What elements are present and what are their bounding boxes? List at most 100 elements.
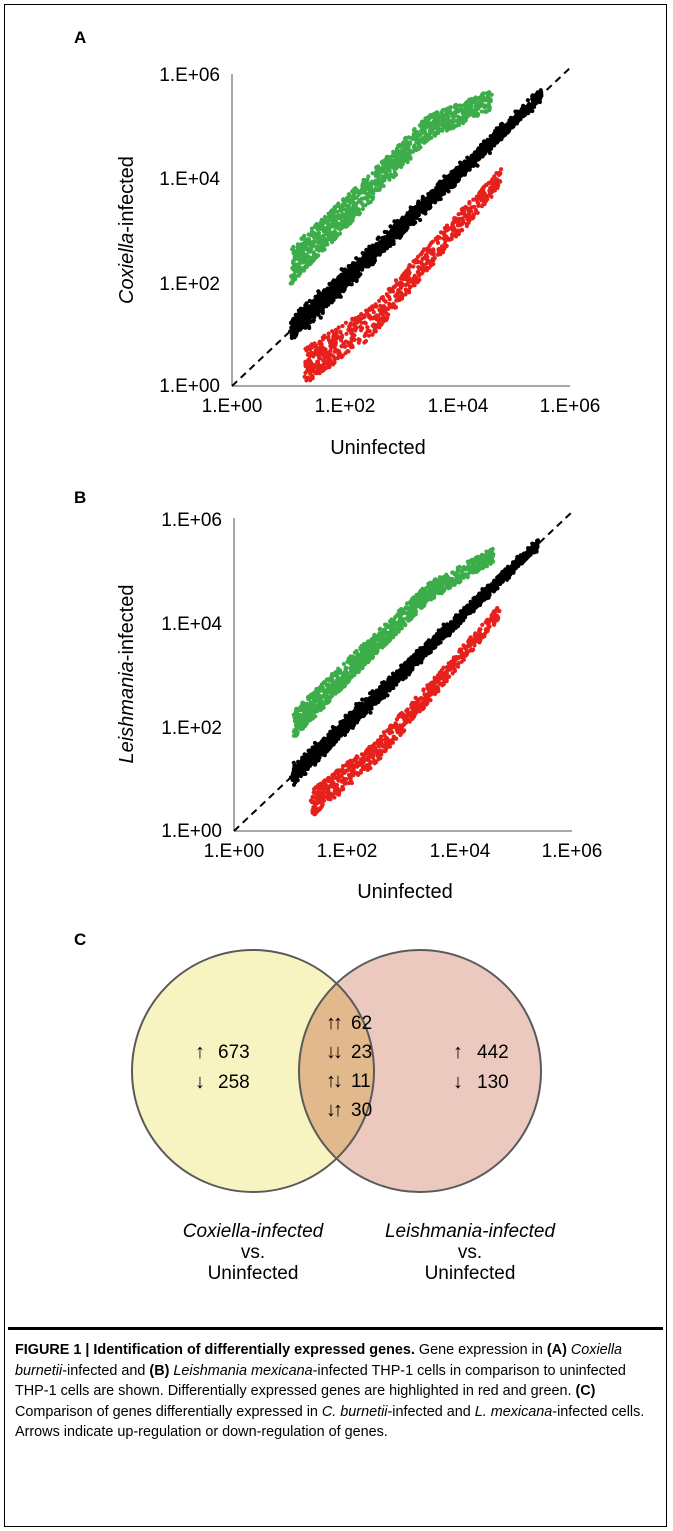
data-point <box>387 297 392 302</box>
x-tick-label: 1.E+00 <box>202 396 263 417</box>
y-tick-label: 1.E+00 <box>159 376 220 397</box>
data-point <box>476 102 481 107</box>
data-point <box>407 270 412 275</box>
data-point <box>377 298 382 303</box>
data-point <box>428 263 433 268</box>
data-point <box>309 342 314 347</box>
data-point <box>345 211 350 216</box>
data-point <box>333 225 338 230</box>
data-point <box>318 356 323 361</box>
data-point <box>484 195 489 200</box>
data-point <box>317 236 322 241</box>
data-point <box>397 154 402 159</box>
data-point <box>349 336 354 341</box>
data-point <box>435 123 440 128</box>
data-point <box>467 218 472 223</box>
data-point <box>444 128 449 133</box>
data-point <box>487 188 492 193</box>
data-point <box>460 206 465 211</box>
data-point <box>415 130 420 135</box>
data-point <box>317 341 322 346</box>
data-point <box>292 255 297 260</box>
data-point <box>306 351 311 356</box>
data-point <box>417 277 422 282</box>
data-point <box>462 118 468 123</box>
data-point <box>359 196 364 201</box>
data-point <box>402 218 407 223</box>
data-point <box>291 259 296 264</box>
identity-line <box>231 67 571 387</box>
data-point <box>412 283 417 288</box>
data-point <box>306 232 311 237</box>
data-point <box>440 127 445 132</box>
data-point <box>429 121 434 126</box>
data-point <box>466 166 471 171</box>
data-point <box>413 258 418 263</box>
data-point <box>372 315 377 320</box>
data-point <box>373 170 378 175</box>
data-point <box>343 320 348 325</box>
data-point <box>438 249 443 254</box>
data-point <box>309 366 314 371</box>
data-point <box>329 232 334 238</box>
data-point <box>370 171 375 176</box>
data-point <box>377 634 382 640</box>
data-point <box>442 121 447 126</box>
data-point <box>350 268 355 273</box>
data-point <box>475 196 481 201</box>
data-point <box>365 260 370 265</box>
data-point <box>424 265 429 270</box>
data-point <box>339 344 344 349</box>
data-point <box>487 150 492 156</box>
data-point <box>292 335 297 340</box>
data-point <box>320 222 325 227</box>
data-point <box>376 243 381 248</box>
data-point <box>384 311 389 316</box>
data-point <box>322 236 327 241</box>
data-point <box>448 122 453 127</box>
data-point <box>425 132 430 137</box>
data-point <box>418 217 423 223</box>
data-point <box>421 130 426 135</box>
data-point <box>321 345 326 350</box>
data-point <box>384 318 389 323</box>
data-point <box>292 275 297 280</box>
data-point <box>338 330 343 335</box>
data-point <box>362 320 367 325</box>
data-point <box>324 298 329 303</box>
data-point <box>336 287 341 292</box>
data-point <box>343 198 348 203</box>
data-point <box>423 253 429 258</box>
data-point <box>411 264 416 269</box>
data-point <box>404 139 409 144</box>
data-point <box>327 237 332 242</box>
data-point <box>367 329 372 334</box>
data-point <box>352 333 357 338</box>
data-point <box>320 368 325 373</box>
data-point <box>370 196 375 202</box>
data-point <box>340 323 345 329</box>
data-point <box>331 278 336 283</box>
data-point <box>440 181 445 186</box>
data-point <box>386 157 391 162</box>
data-point <box>456 228 461 233</box>
data-point <box>308 242 313 247</box>
data-point <box>405 281 410 286</box>
data-point <box>439 244 445 249</box>
data-point <box>392 167 397 173</box>
data-point <box>349 264 354 269</box>
data-point <box>407 221 412 226</box>
data-point <box>320 310 325 316</box>
data-point <box>414 134 419 139</box>
data-point <box>349 282 354 287</box>
data-point <box>360 326 365 331</box>
data-point <box>460 218 465 223</box>
data-point <box>304 239 309 244</box>
data-point <box>389 303 394 308</box>
data-point <box>335 203 340 208</box>
data-point <box>300 242 306 247</box>
data-point <box>316 253 321 258</box>
data-point <box>389 158 394 163</box>
data-point <box>331 207 336 212</box>
data-point <box>374 304 379 309</box>
